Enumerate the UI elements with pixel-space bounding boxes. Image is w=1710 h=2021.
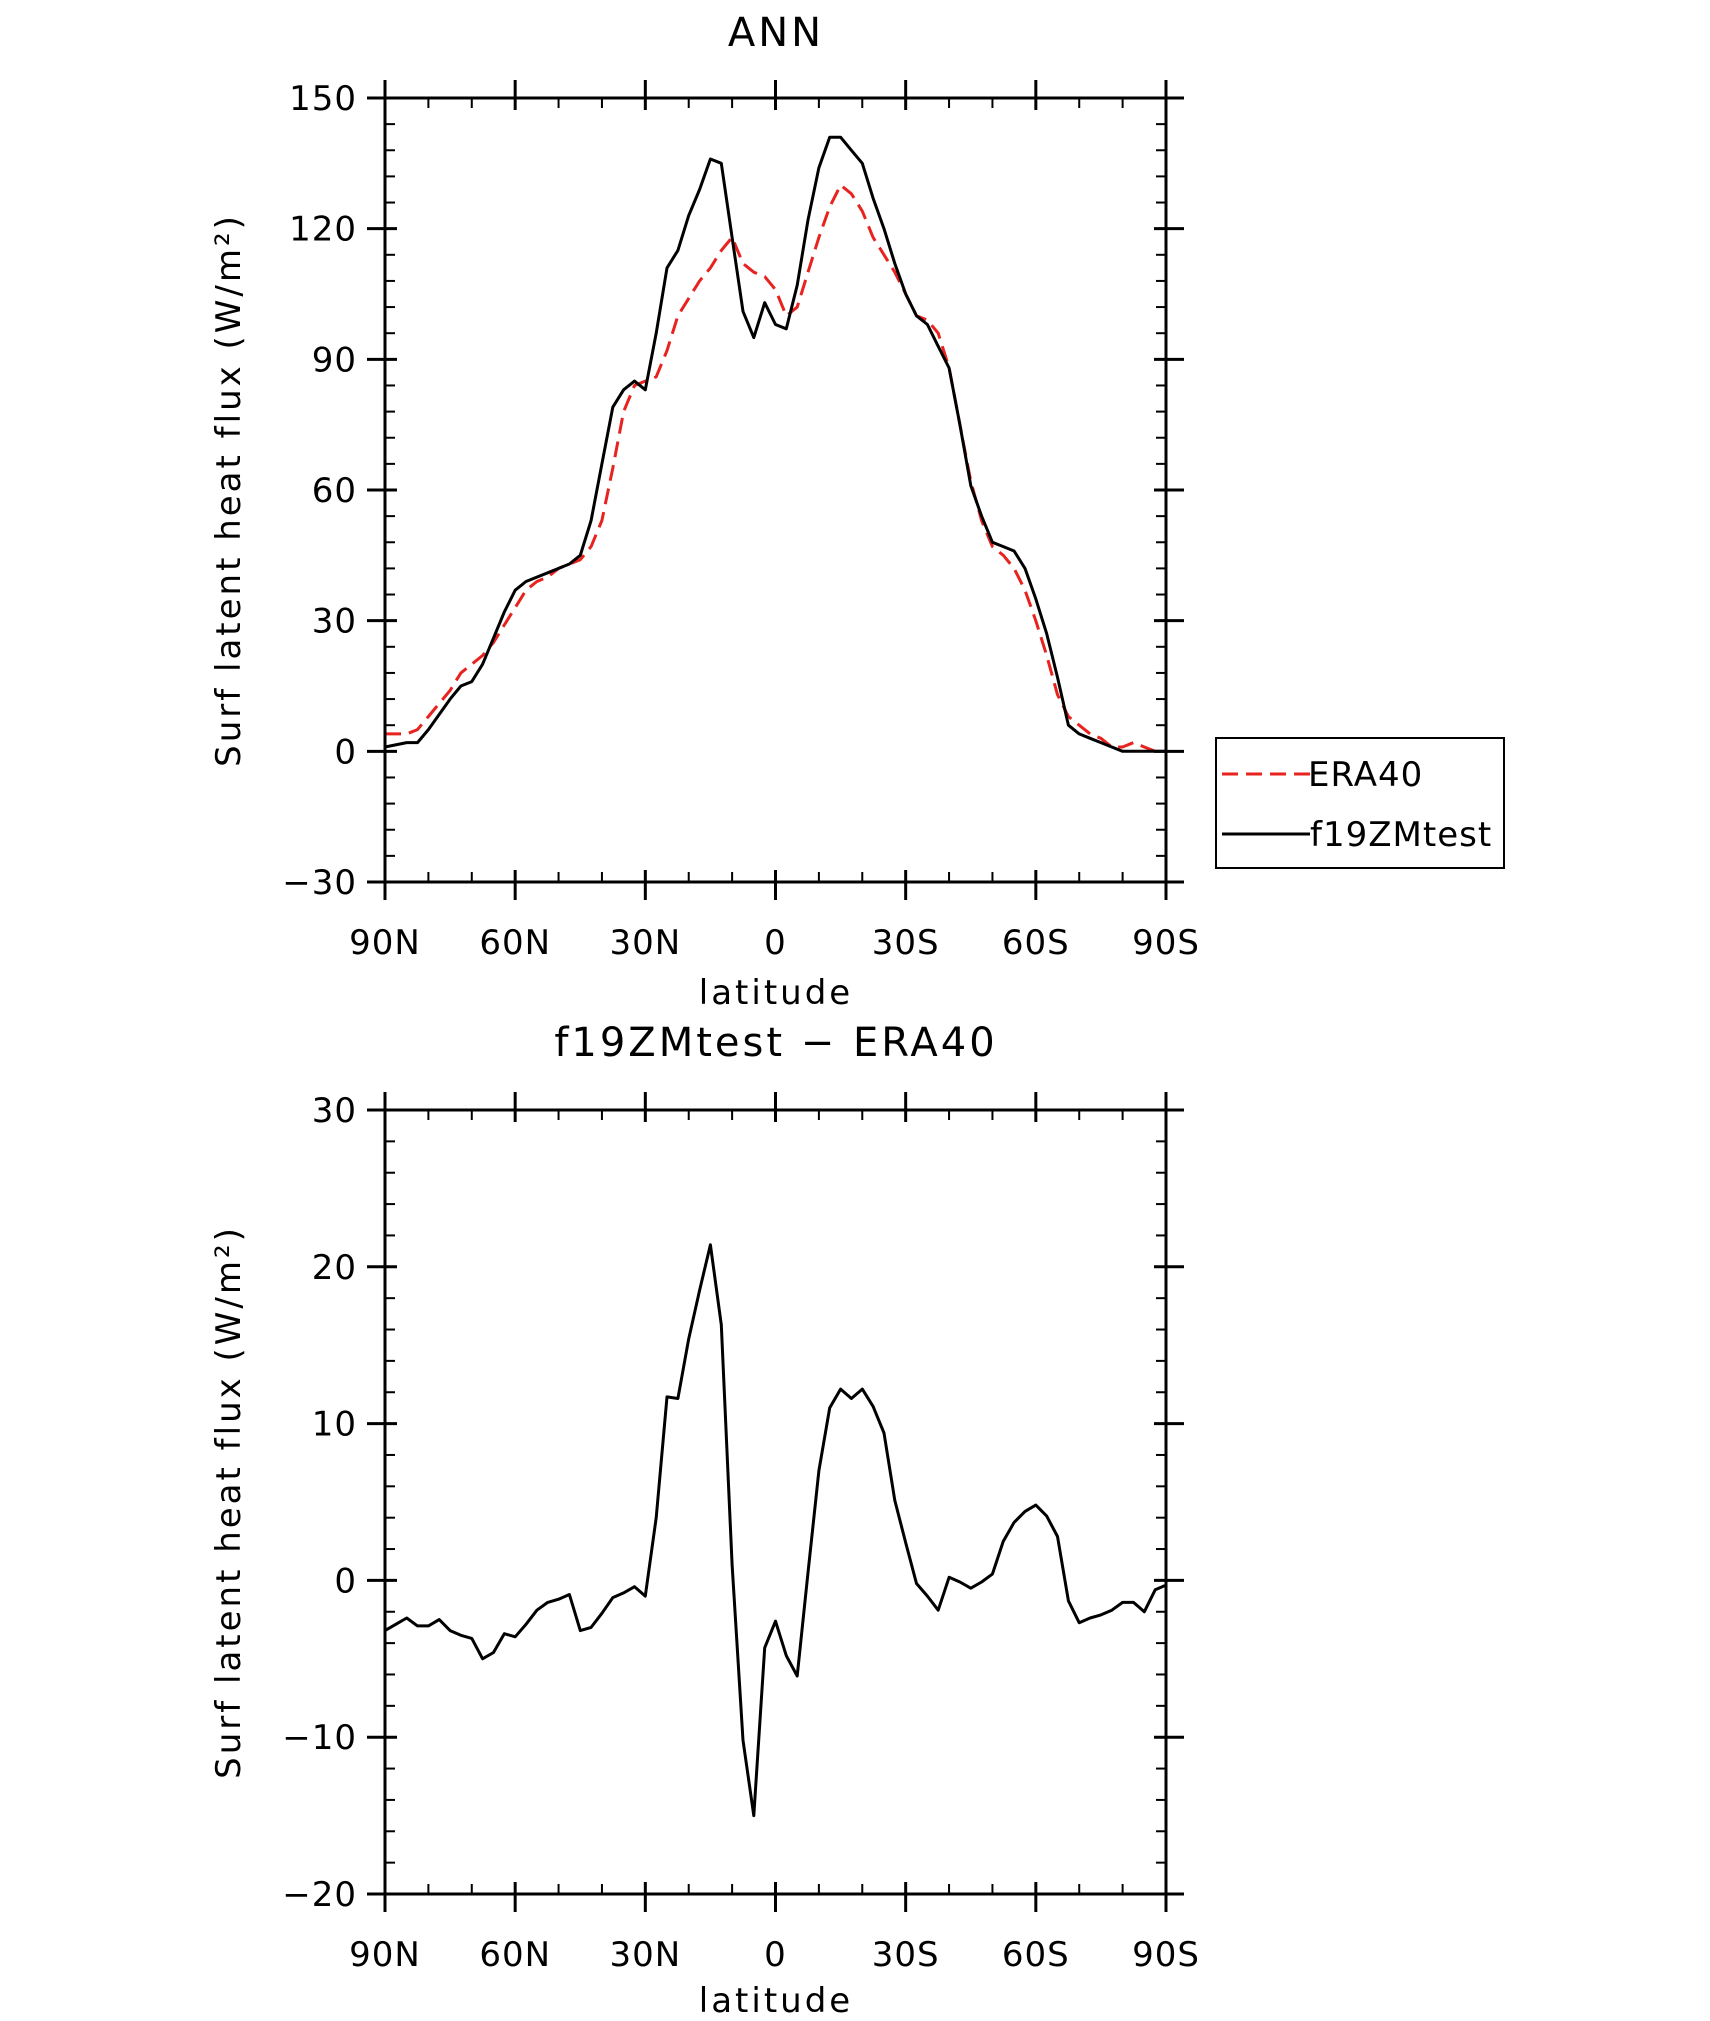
x-tick-label: 30N [609,923,681,963]
y-tick-label: 150 [289,79,357,119]
series-lines [384,135,1166,753]
x-tick-label: 90N [349,1935,421,1975]
series-line-difference [384,1243,1167,1818]
x-tick-label: 90N [349,923,421,963]
y-tick-label: 10 [312,1405,357,1445]
y-tick-label: −10 [282,1718,357,1758]
y-tick-labels: −30 0 30 60 90 120 150 [282,79,357,903]
x-tick-label: 90S [1132,1935,1200,1975]
y-tick-label: 30 [312,602,357,642]
x-tick-label: 60N [479,1935,551,1975]
y-axis-label: Surf latent heat flux (W/m²) [209,1225,249,1779]
y-tick-label: 20 [312,1248,357,1288]
x-axis-label: latitude [699,1981,853,2021]
panel-difference: f19ZMtest − ERA40 −20 −10 0 10 20 30 90N 60N 30… [209,1020,1200,2021]
y-tick-label: 60 [312,471,357,511]
x-tick-label: 60S [1002,1935,1070,1975]
chart-title: f19ZMtest − ERA40 [554,1020,997,1066]
x-tick-label: 60N [479,923,551,963]
y-tick-label: −30 [282,863,357,903]
tick-marks [367,80,1184,900]
x-tick-label: 60S [1002,923,1070,963]
y-tick-labels: −20 −10 0 10 20 30 [282,1091,357,1915]
series-line-era40 [385,183,1166,753]
tick-marks [367,1092,1184,1912]
x-tick-label: 30N [609,1935,681,1975]
panel-ann: ANN −30 0 30 60 90 120 150 90N 60N 30N 0 30S 60S 90S… [209,10,1505,1013]
series-lines [384,1243,1167,1818]
x-tick-label: 30S [872,923,940,963]
y-tick-label: −20 [282,1875,357,1915]
x-tick-labels: 90N 60N 30N 0 30S 60S 90S [349,923,1200,963]
x-tick-label: 90S [1132,923,1200,963]
legend-label-era40: ERA40 [1308,755,1423,795]
legend-box [1215,737,1505,869]
x-tick-label: 0 [764,1935,787,1975]
y-tick-label: 30 [312,1091,357,1131]
x-tick-label: 30S [872,1935,940,1975]
y-tick-label: 90 [312,340,357,380]
plot-frame [383,1108,1168,1896]
x-axis-label: latitude [699,973,853,1013]
legend: ERA40 f19ZMtest [1215,737,1505,869]
plot-frame [383,96,1168,884]
series-line-f19zmtest [384,135,1166,753]
y-tick-label: 120 [289,210,357,250]
chart-title: ANN [728,10,824,56]
y-axis-label: Surf latent heat flux (W/m²) [209,213,249,767]
x-tick-label: 0 [764,923,787,963]
legend-label-f19zmtest: f19ZMtest [1310,815,1492,855]
y-tick-label: 0 [334,732,357,772]
x-tick-labels: 90N 60N 30N 0 30S 60S 90S [349,1935,1200,1975]
y-tick-label: 0 [334,1561,357,1601]
